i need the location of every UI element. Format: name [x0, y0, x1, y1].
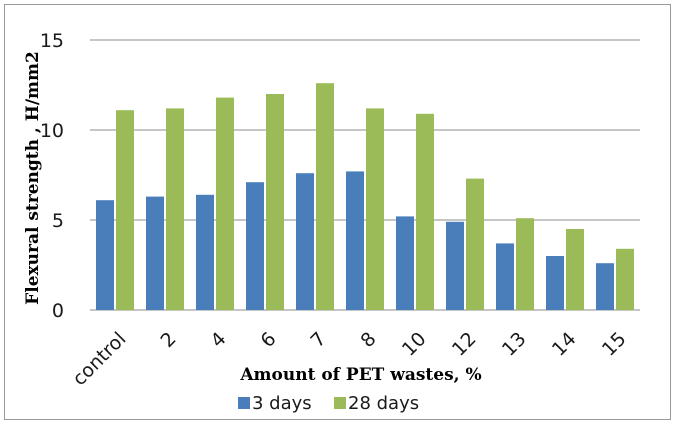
bars	[96, 83, 634, 311]
bar-28-days-12	[466, 178, 484, 310]
x-tick-label: 2	[156, 328, 180, 352]
y-axis-title: Flexural strength , H/mm2	[23, 51, 43, 305]
y-tick-label: 15	[40, 30, 64, 52]
legend-swatch-28-days	[334, 397, 346, 409]
bar-3-days-control	[96, 200, 114, 310]
bar-3-days-15	[596, 263, 614, 310]
x-tick-label: control	[68, 328, 130, 390]
x-tick-label: 12	[448, 328, 481, 361]
x-tick-label: 8	[356, 328, 380, 352]
bar-28-days-2	[166, 108, 184, 311]
bar-3-days-12	[446, 221, 464, 310]
x-tick-label: 4	[206, 328, 230, 352]
bar-3-days-4	[196, 194, 214, 310]
chart-frame	[4, 4, 671, 420]
bar-3-days-7	[296, 173, 314, 310]
bar-28-days-6	[266, 94, 284, 310]
legend-label-3-days: 3 days	[252, 393, 312, 414]
bar-3-days-6	[246, 182, 264, 310]
bar-28-days-4	[216, 97, 234, 310]
bar-3-days-13	[496, 243, 514, 310]
bar-28-days-13	[516, 218, 534, 310]
bar-28-days-10	[416, 113, 434, 310]
x-tick-label: 10	[398, 328, 431, 361]
y-tick-label: 5	[52, 210, 64, 232]
x-tick-label: 13	[498, 328, 531, 361]
legend-label-28-days: 28 days	[348, 393, 419, 414]
x-tick-label: 15	[598, 328, 631, 361]
legend-swatch-3-days	[238, 397, 250, 409]
x-tick-label: 7	[306, 328, 330, 352]
x-tick-label: 6	[256, 328, 280, 352]
x-tick-label: 14	[548, 328, 581, 361]
bar-28-days-7	[316, 83, 334, 310]
bar-3-days-10	[396, 216, 414, 310]
bar-28-days-8	[366, 108, 384, 311]
y-tick-label: 10	[40, 120, 64, 142]
y-axis-ticks: 0 5 10 15	[40, 30, 64, 322]
bar-28-days-15	[616, 248, 634, 310]
bar-3-days-14	[546, 256, 564, 310]
bar-28-days-14	[566, 229, 584, 310]
bar-3-days-2	[146, 196, 164, 310]
legend: 3 days 28 days	[238, 393, 419, 414]
bar-28-days-control	[116, 110, 134, 310]
y-tick-label: 0	[52, 300, 64, 322]
bar-3-days-8	[346, 171, 364, 310]
x-axis-title: Amount of PET wastes, %	[239, 365, 481, 385]
